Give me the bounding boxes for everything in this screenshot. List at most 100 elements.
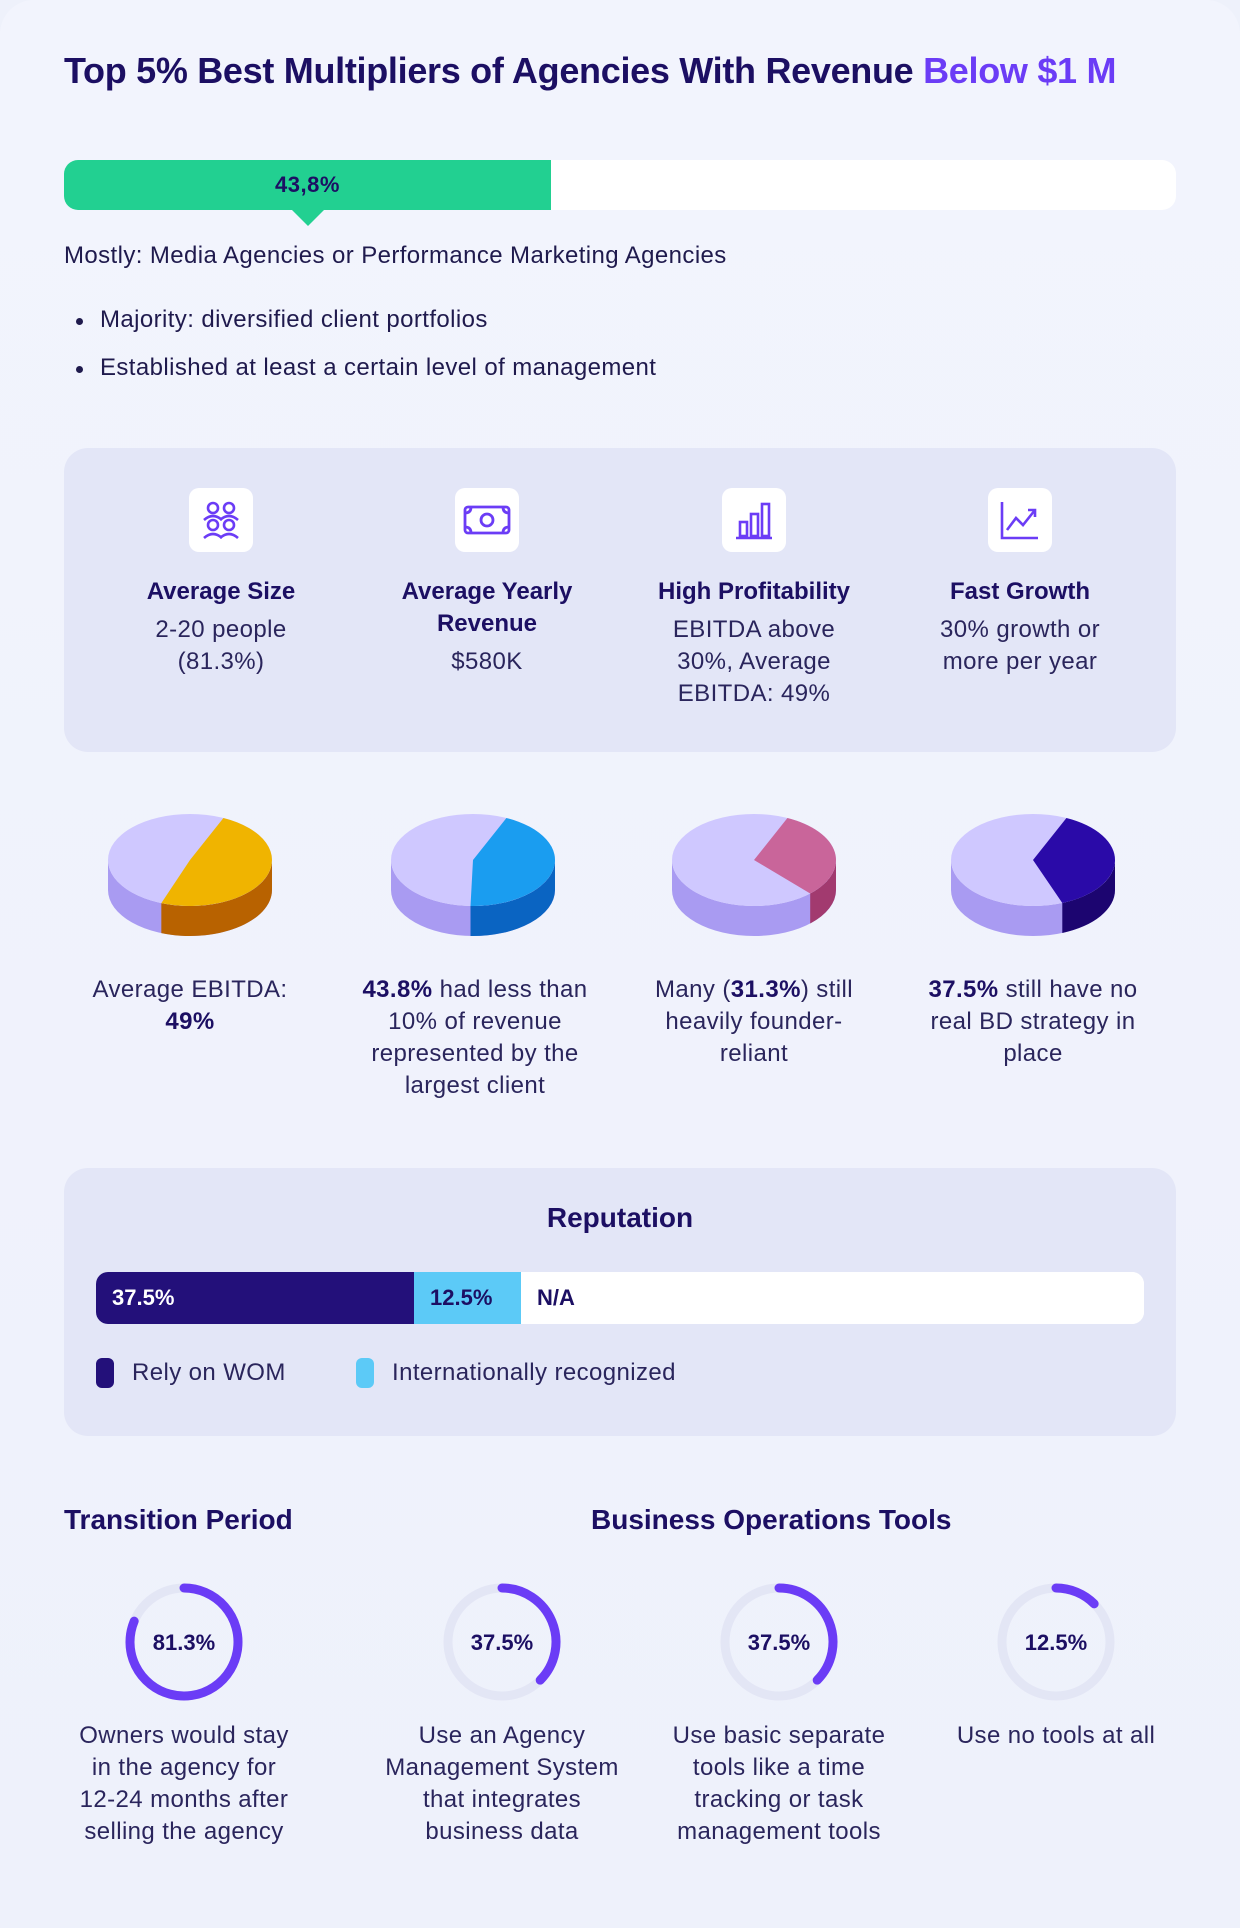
donut-arc bbox=[1051, 1583, 1099, 1609]
caption-line: largest client bbox=[404, 1072, 546, 1099]
legend-label: Rely on WOM bbox=[132, 1359, 286, 1386]
money-bill-icon bbox=[455, 488, 519, 552]
caption-line: Many ( bbox=[655, 976, 731, 1003]
donut-caption-agency-system: Use an Agency Management System that integ… bbox=[367, 1720, 637, 1848]
caption-line: business data bbox=[425, 1818, 579, 1845]
caption-line: tracking or task bbox=[694, 1786, 864, 1813]
agency-type-text: Mostly: Media Agencies or Performance Ma… bbox=[64, 242, 727, 269]
top-progress-bar: 43,8% bbox=[64, 160, 1176, 210]
stat-title: Average Yearly bbox=[401, 578, 573, 605]
caption-line: still have no bbox=[998, 976, 1138, 1003]
business-tools-title: Business Operations Tools bbox=[591, 1504, 952, 1535]
donut-value-label: 12.5% bbox=[1025, 1630, 1087, 1655]
pie-highlight-slice bbox=[754, 817, 836, 894]
pie-chart-ebitda bbox=[108, 814, 272, 936]
caption-line: in the agency for bbox=[91, 1754, 277, 1781]
stat-title: Average Size bbox=[146, 578, 296, 605]
donut-value-label: 37.5% bbox=[471, 1630, 533, 1655]
page-title: Top 5% Best Multipliers of Agencies With… bbox=[64, 50, 1184, 92]
caption-line: tools like a time bbox=[692, 1754, 866, 1781]
legend-swatch bbox=[96, 1358, 114, 1388]
pie-chart-founder-reliant bbox=[672, 814, 836, 936]
caption-line: Owners would stay bbox=[79, 1722, 289, 1749]
caption-value: 49% bbox=[165, 1008, 215, 1035]
caption-value: 31.3% bbox=[730, 976, 801, 1003]
bar-chart-icon bbox=[722, 488, 786, 552]
caption-line: heavily founder- bbox=[665, 1008, 843, 1035]
reputation-stacked-bar: 37.5% 12.5% N/A bbox=[96, 1272, 1144, 1324]
profile-bullets: Majority: diversified client portfolios … bbox=[76, 300, 656, 396]
stat-line: 2-20 people bbox=[155, 616, 287, 643]
caption-line: reliant bbox=[719, 1040, 789, 1067]
pie-highlight-side bbox=[1062, 860, 1115, 933]
caption-line: represented by the bbox=[371, 1040, 579, 1067]
pie-highlight-side bbox=[810, 860, 836, 924]
pie-rest-side bbox=[672, 860, 836, 936]
donut-value-label: 37.5% bbox=[748, 1630, 810, 1655]
donut-chart-agency-system: 37.5% bbox=[443, 1583, 561, 1701]
donut-caption-separate-tools: Use basic separate tools like a time track… bbox=[644, 1720, 914, 1848]
stat-line: 30%, Average bbox=[677, 648, 831, 675]
donut-chart-transition: 81.3% bbox=[125, 1583, 243, 1701]
title-accent: Below $1 M bbox=[923, 50, 1117, 91]
donut-caption-transition: Owners would stay in the agency for 12-24 … bbox=[49, 1720, 319, 1848]
caption-line: that integrates bbox=[422, 1786, 582, 1813]
top-progress-fill bbox=[64, 160, 551, 210]
caption-line: Use basic separate bbox=[672, 1722, 886, 1749]
trend-up-chart-icon bbox=[988, 488, 1052, 552]
stat-line: 30% growth or bbox=[940, 616, 1100, 643]
pie-caption-largest-client: 43.8% had less than 10% of revenue repre… bbox=[340, 974, 610, 1102]
stat-title: High Profitability bbox=[658, 578, 850, 605]
pie-caption-founder-reliant: Many (31.3%) still heavily founder- reli… bbox=[619, 974, 889, 1070]
reputation-panel: Reputation 37.5% 12.5% N/A Rely on WOM Int… bbox=[64, 1168, 1176, 1436]
transition-period-title: Transition Period bbox=[64, 1504, 293, 1535]
stat-high-profitability: High Profitability EBITDA above 30%, Ave… bbox=[634, 488, 874, 710]
pie-caption-ebitda: Average EBITDA: 49% bbox=[55, 974, 325, 1038]
legend-internationally-recognized: Internationally recognized bbox=[356, 1356, 676, 1390]
reputation-segment-internationally-recognized: 12.5% bbox=[414, 1272, 521, 1324]
pie-highlight-side bbox=[161, 860, 272, 936]
reputation-title: Reputation bbox=[546, 1202, 694, 1233]
caption-line: Average EBITDA: bbox=[92, 976, 288, 1003]
pie-caption-bd-strategy: 37.5% still have no real BD strategy in … bbox=[898, 974, 1168, 1070]
caption-line: had less than bbox=[432, 976, 588, 1003]
top-progress-pointer bbox=[289, 208, 326, 226]
caption-line: selling the agency bbox=[84, 1818, 284, 1845]
caption-line: management tools bbox=[677, 1818, 881, 1845]
caption-line: ) still bbox=[800, 976, 853, 1003]
bullet-item: Majority: diversified client portfolios bbox=[76, 300, 656, 348]
bullet-item: Established at least a certain level of … bbox=[76, 348, 656, 396]
caption-value: 43.8% bbox=[362, 976, 433, 1003]
people-group-icon bbox=[189, 488, 253, 552]
pie-highlight-slice bbox=[470, 817, 555, 906]
pie-chart-largest-client bbox=[391, 814, 555, 936]
stat-line: (81.3%) bbox=[177, 648, 265, 675]
donut-arc bbox=[774, 1583, 838, 1685]
caption-line: Use no tools at all bbox=[956, 1722, 1156, 1749]
stat-title: Fast Growth bbox=[949, 578, 1090, 605]
caption-line: 12-24 months after bbox=[79, 1786, 289, 1813]
stat-fast-growth: Fast Growth 30% growth or more per year bbox=[900, 488, 1140, 678]
caption-line: Management System bbox=[385, 1754, 619, 1781]
stat-line: $580K bbox=[451, 648, 523, 675]
donut-arc bbox=[125, 1583, 243, 1701]
caption-line: real BD strategy in bbox=[930, 1008, 1136, 1035]
legend-label: Internationally recognized bbox=[392, 1359, 676, 1386]
donut-caption-no-tools: Use no tools at all bbox=[921, 1720, 1191, 1752]
donut-chart-no-tools: 12.5% bbox=[997, 1583, 1115, 1701]
stat-average-revenue: Average Yearly Revenue $580K bbox=[367, 488, 607, 678]
donut-chart-separate-tools: 37.5% bbox=[720, 1583, 838, 1701]
pie-highlight-slice bbox=[1033, 817, 1115, 903]
stat-line: more per year bbox=[942, 648, 1098, 675]
legend-rely-on-wom: Rely on WOM bbox=[96, 1356, 286, 1390]
reputation-segment-na: N/A bbox=[521, 1272, 1144, 1324]
reputation-segment-rely-on-wom: 37.5% bbox=[96, 1272, 414, 1324]
stat-average-size: Average Size 2-20 people (81.3%) bbox=[101, 488, 341, 678]
caption-value: 37.5% bbox=[928, 976, 999, 1003]
caption-line: 10% of revenue bbox=[388, 1008, 562, 1035]
stat-line: EBITDA: 49% bbox=[677, 680, 831, 707]
donut-value-label: 81.3% bbox=[153, 1630, 215, 1655]
caption-line: Use an Agency bbox=[418, 1722, 586, 1749]
title-main: Top 5% Best Multipliers of Agencies With… bbox=[64, 50, 924, 91]
